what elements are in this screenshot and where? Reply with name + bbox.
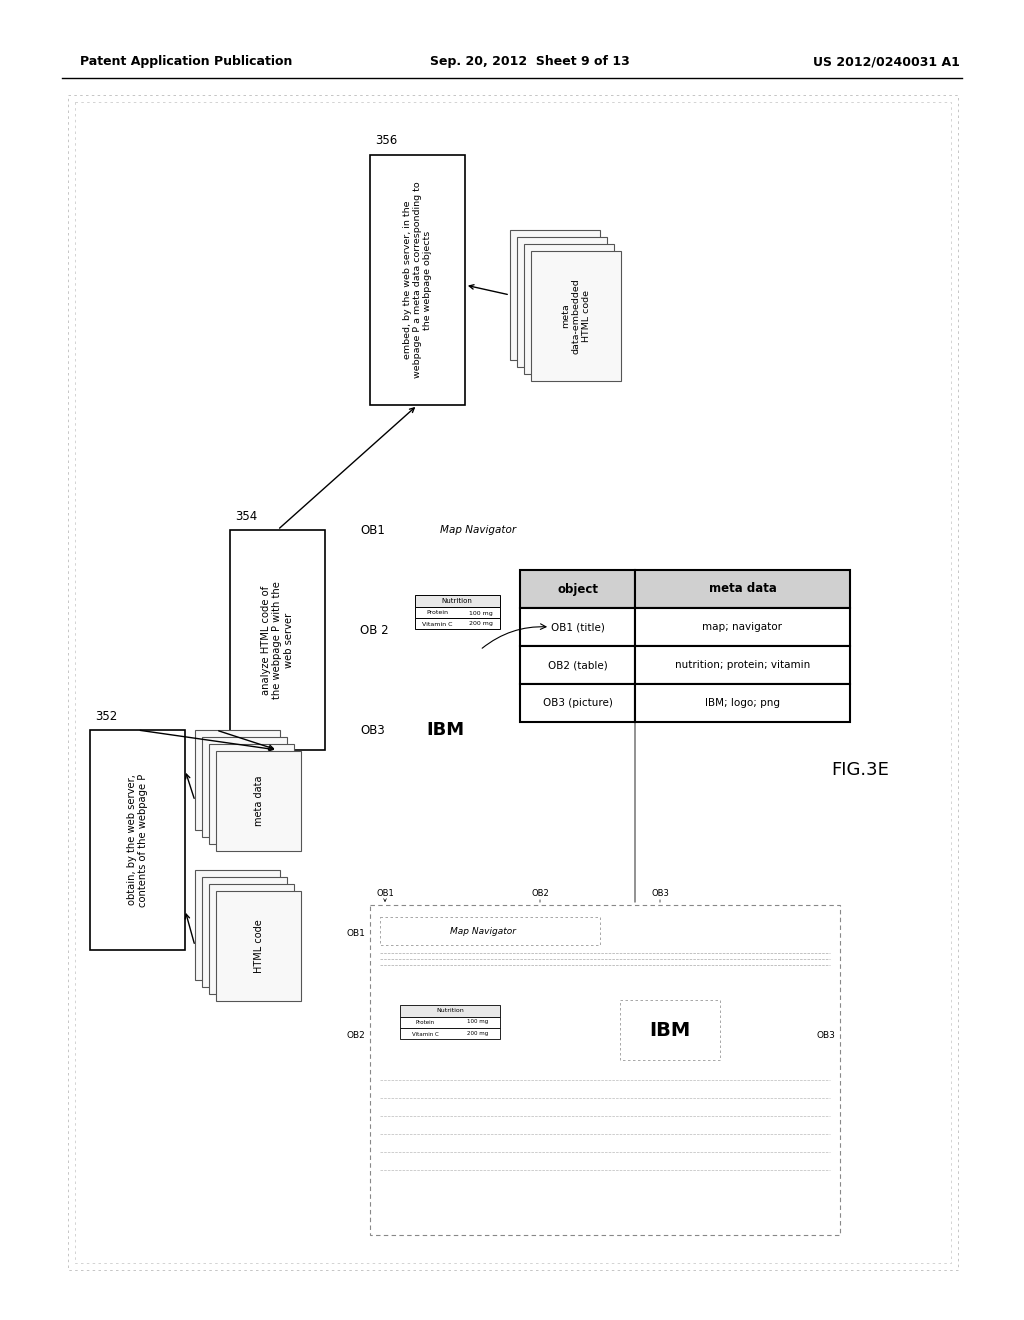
FancyBboxPatch shape	[68, 95, 958, 1270]
FancyBboxPatch shape	[400, 1016, 500, 1028]
FancyBboxPatch shape	[620, 1001, 720, 1060]
FancyBboxPatch shape	[75, 102, 951, 1263]
Text: OB3: OB3	[816, 1031, 835, 1040]
Text: 200 mg: 200 mg	[467, 1031, 488, 1036]
Text: IBM: IBM	[649, 1020, 690, 1040]
Text: meta data: meta data	[254, 776, 263, 826]
Text: Patent Application Publication: Patent Application Publication	[80, 55, 293, 69]
Text: Vitamin C: Vitamin C	[412, 1031, 438, 1036]
FancyBboxPatch shape	[400, 1028, 500, 1039]
Text: Protein: Protein	[426, 610, 449, 615]
FancyBboxPatch shape	[195, 870, 280, 979]
Text: OB1: OB1	[346, 928, 365, 937]
Text: Nutrition: Nutrition	[441, 598, 472, 605]
Text: 100 mg: 100 mg	[469, 610, 493, 615]
Text: OB3: OB3	[360, 723, 385, 737]
FancyBboxPatch shape	[202, 737, 287, 837]
FancyBboxPatch shape	[90, 730, 185, 950]
FancyBboxPatch shape	[520, 645, 635, 684]
Text: Sep. 20, 2012  Sheet 9 of 13: Sep. 20, 2012 Sheet 9 of 13	[430, 55, 630, 69]
FancyBboxPatch shape	[415, 607, 500, 618]
FancyBboxPatch shape	[370, 154, 465, 405]
Text: Vitamin C: Vitamin C	[422, 622, 453, 627]
FancyBboxPatch shape	[195, 730, 280, 830]
Text: IBM: IBM	[426, 721, 464, 739]
Text: obtain, by the web server,
contents of the webpage P: obtain, by the web server, contents of t…	[127, 774, 148, 907]
FancyBboxPatch shape	[520, 609, 635, 645]
Text: analyze HTML code of
the webpage P with the
web server: analyze HTML code of the webpage P with …	[261, 581, 294, 698]
FancyBboxPatch shape	[635, 609, 850, 645]
FancyBboxPatch shape	[230, 531, 325, 750]
FancyBboxPatch shape	[635, 684, 850, 722]
Text: map; navigator: map; navigator	[702, 622, 782, 632]
Text: nutrition; protein; vitamin: nutrition; protein; vitamin	[675, 660, 810, 671]
FancyBboxPatch shape	[216, 891, 301, 1001]
FancyBboxPatch shape	[524, 244, 614, 374]
Text: 352: 352	[95, 710, 118, 722]
Text: US 2012/0240031 A1: US 2012/0240031 A1	[813, 55, 961, 69]
FancyBboxPatch shape	[216, 751, 301, 851]
Text: embed, by the web server, in the
webpage P a meta data corresponding to
the webp: embed, by the web server, in the webpage…	[402, 182, 432, 379]
Text: object: object	[557, 582, 598, 595]
Text: Nutrition: Nutrition	[436, 1008, 464, 1014]
FancyBboxPatch shape	[517, 238, 607, 367]
Text: 200 mg: 200 mg	[469, 622, 493, 627]
FancyBboxPatch shape	[209, 884, 294, 994]
FancyBboxPatch shape	[202, 876, 287, 987]
Text: 100 mg: 100 mg	[467, 1019, 488, 1024]
FancyBboxPatch shape	[520, 684, 635, 722]
FancyBboxPatch shape	[209, 744, 294, 843]
FancyBboxPatch shape	[400, 1005, 500, 1016]
Text: OB 2: OB 2	[360, 623, 389, 636]
FancyBboxPatch shape	[531, 251, 621, 381]
Text: OB3: OB3	[651, 888, 669, 898]
Text: OB3 (picture): OB3 (picture)	[543, 698, 612, 708]
FancyBboxPatch shape	[635, 645, 850, 684]
Text: Map Navigator: Map Navigator	[440, 525, 516, 535]
FancyBboxPatch shape	[415, 595, 500, 607]
FancyBboxPatch shape	[370, 906, 840, 1236]
Text: 354: 354	[234, 510, 257, 523]
Text: OB1 (title): OB1 (title)	[551, 622, 604, 632]
Text: meta data: meta data	[709, 582, 776, 595]
Text: OB2: OB2	[531, 888, 549, 898]
Text: Protein: Protein	[416, 1019, 434, 1024]
Text: OB1: OB1	[360, 524, 385, 536]
Text: meta
data-embedded
HTML code: meta data-embedded HTML code	[561, 279, 591, 354]
FancyBboxPatch shape	[635, 570, 850, 609]
FancyBboxPatch shape	[380, 917, 600, 945]
Text: Map Navigator: Map Navigator	[450, 927, 516, 936]
FancyBboxPatch shape	[415, 618, 500, 630]
Text: OB1: OB1	[376, 888, 394, 898]
Text: 356: 356	[375, 135, 397, 148]
Text: HTML code: HTML code	[254, 919, 263, 973]
Text: FIG.3E: FIG.3E	[831, 762, 889, 779]
FancyBboxPatch shape	[520, 570, 635, 609]
FancyBboxPatch shape	[510, 230, 600, 360]
Text: OB2: OB2	[346, 1031, 365, 1040]
Text: OB2 (table): OB2 (table)	[548, 660, 607, 671]
Text: IBM; logo; png: IBM; logo; png	[705, 698, 780, 708]
